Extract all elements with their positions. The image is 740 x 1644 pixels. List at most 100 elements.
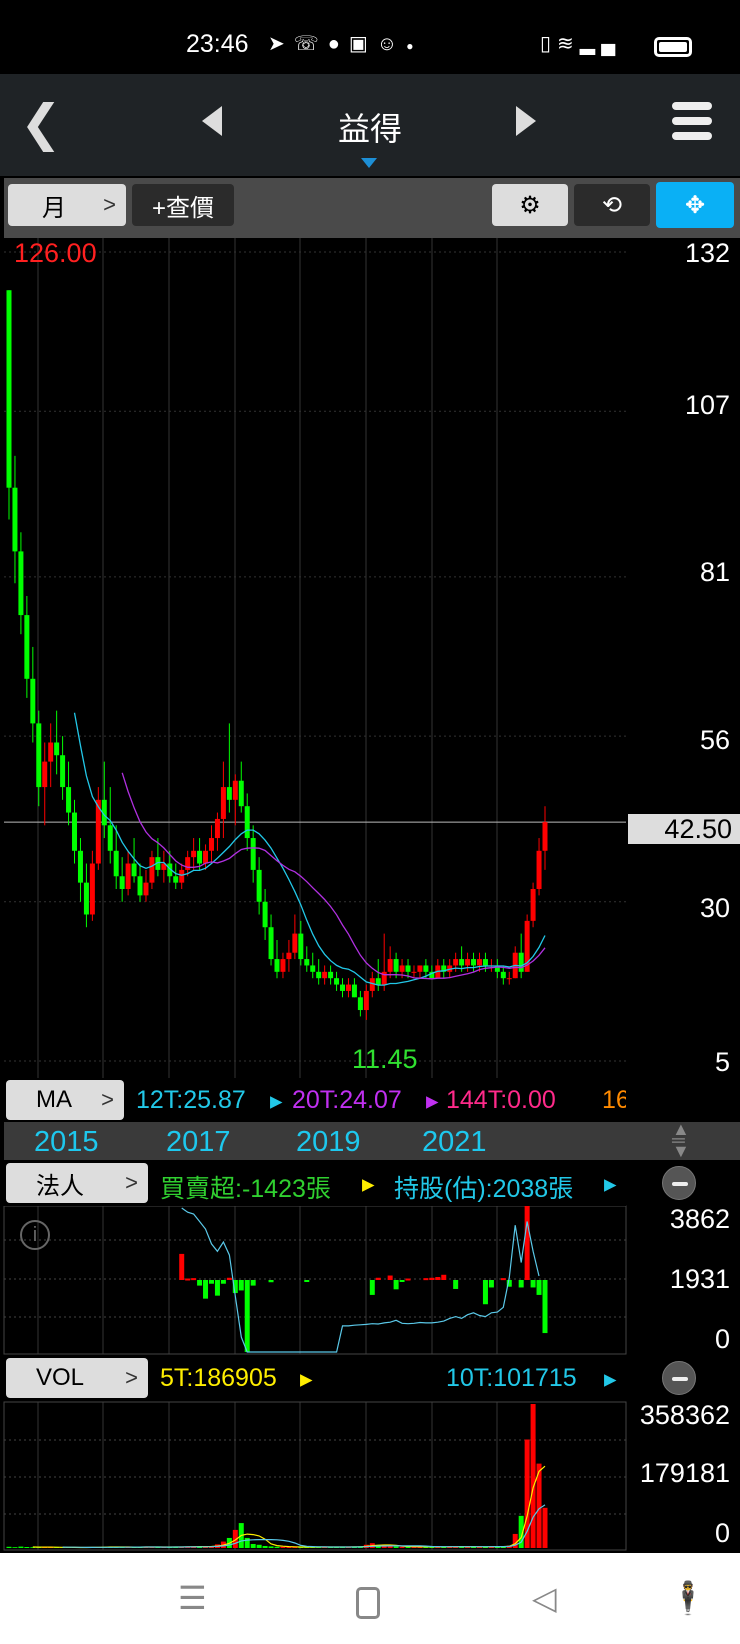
chart-canvas[interactable]: [0, 238, 740, 1553]
collapse-button[interactable]: ✥: [656, 182, 734, 228]
rotate-button[interactable]: ⟲: [574, 184, 650, 226]
right-axis: [626, 238, 740, 1553]
u-app-icon: ▣: [348, 33, 377, 55]
candle-body: [101, 799, 107, 826]
candle-body: [292, 933, 298, 953]
net-bar: [208, 1280, 214, 1284]
volume-bar: [465, 1546, 471, 1548]
candle-body: [459, 959, 465, 966]
candle-body: [250, 838, 256, 870]
settings-button[interactable]: ⚙: [492, 184, 568, 226]
candle-body: [524, 920, 530, 972]
y-tick: 107: [684, 390, 730, 420]
volume-bar: [387, 1546, 393, 1548]
candle-body: [518, 952, 524, 972]
status-time: 23:46: [186, 30, 249, 58]
menu-button[interactable]: [672, 102, 712, 147]
net-bar: [482, 1280, 488, 1305]
volume-bar: [524, 1439, 530, 1548]
candle-body: [506, 978, 512, 980]
candle-body: [18, 551, 24, 616]
candle-body: [441, 965, 447, 972]
time-axis[interactable]: 2015 2017 2019 2021 ▲ ═ ▼: [4, 1119, 740, 1161]
volume-button[interactable]: VOL >: [6, 1358, 148, 1398]
period-selector[interactable]: 月 >: [8, 184, 126, 226]
candle-body: [345, 984, 351, 991]
candle-body: [167, 863, 173, 877]
gomaji-icon: ☺: [376, 33, 407, 55]
volume-bar: [24, 1546, 30, 1548]
inst-y-tick: 0: [714, 1324, 730, 1354]
volume-bar: [6, 1546, 12, 1548]
volume-bar: [542, 1507, 548, 1548]
line-icon: ●: [327, 33, 349, 55]
net-bar: [179, 1253, 185, 1280]
battery-icon: [654, 37, 692, 57]
candle-body: [214, 818, 220, 839]
y-tick: 81: [699, 557, 730, 587]
net-arrow-icon: ▸: [362, 1170, 375, 1198]
vol-y-tick: 0: [714, 1518, 730, 1548]
volume-bar: [12, 1547, 18, 1548]
vol-ma5-value: 5T:186905: [160, 1364, 277, 1392]
candle-body: [77, 850, 83, 883]
inst-y-tick: 1931: [669, 1264, 730, 1294]
net-bar: [304, 1280, 310, 1282]
dropdown-indicator-icon[interactable]: [361, 158, 377, 168]
hamburger-icon: [672, 102, 712, 110]
candle-body: [351, 984, 357, 998]
candle-body: [107, 825, 113, 851]
ma-button[interactable]: MA >: [6, 1080, 124, 1120]
net-bar: [405, 1278, 411, 1281]
candle-body: [197, 850, 203, 864]
volume-bar: [292, 1546, 298, 1548]
volume-bar: [405, 1546, 411, 1548]
net-bar: [393, 1280, 399, 1290]
year-label: 2019: [296, 1126, 361, 1158]
candle-body: [417, 965, 423, 972]
holding-arrow-icon: ▸: [604, 1170, 617, 1198]
recent-apps-icon[interactable]: ☰: [178, 1580, 207, 1616]
year-label: 2015: [34, 1126, 99, 1158]
next-stock-button[interactable]: [516, 106, 536, 136]
volume-bar: [286, 1546, 292, 1548]
volume-bar: [250, 1543, 256, 1548]
net-bar: [250, 1280, 256, 1286]
ma12-arrow-icon: ▸: [270, 1087, 283, 1115]
volume-bar: [262, 1545, 268, 1548]
inst-y-tick: 3862: [669, 1204, 730, 1234]
resize-handle-icon[interactable]: ▲ ═ ▼: [672, 1119, 690, 1161]
candle-body: [232, 780, 238, 800]
prev-stock-button[interactable]: [202, 106, 222, 136]
current-price-tag: 42.50: [628, 814, 740, 844]
ma20-line: [121, 772, 546, 980]
holding-line: [181, 1207, 540, 1353]
net-bar: [387, 1275, 393, 1280]
home-icon[interactable]: [356, 1587, 380, 1619]
net-bar: [429, 1277, 435, 1280]
candle-body: [137, 876, 143, 896]
institutional-button[interactable]: 法人 >: [6, 1163, 148, 1203]
candle-body: [381, 971, 387, 985]
volume-bar: [399, 1546, 405, 1548]
net-bar: [191, 1278, 197, 1281]
remove-institutional-button[interactable]: [662, 1166, 696, 1200]
vol-ma5-arrow-icon: ▸: [300, 1365, 313, 1393]
volume-bar: [530, 1404, 536, 1548]
stock-title[interactable]: 益得: [337, 110, 402, 148]
add-quote-button[interactable]: +查價: [132, 184, 234, 226]
remove-volume-button[interactable]: [662, 1361, 696, 1395]
back-button[interactable]: ❮: [20, 94, 62, 152]
back-nav-icon[interactable]: ◁: [532, 1580, 557, 1616]
ma12-value: 12T:25.87: [136, 1086, 246, 1114]
accessibility-icon[interactable]: 🕴: [668, 1580, 708, 1616]
candle-body: [471, 959, 477, 966]
ma-button-label: MA: [36, 1086, 72, 1113]
institutional-panel-border: [3, 1205, 627, 1355]
candle-body: [411, 971, 417, 973]
info-icon[interactable]: i: [20, 1220, 50, 1250]
chevron-right-icon: >: [125, 1365, 138, 1390]
candle-body: [83, 882, 89, 915]
volume-panel-border: [3, 1401, 627, 1551]
candle-body: [173, 876, 179, 883]
